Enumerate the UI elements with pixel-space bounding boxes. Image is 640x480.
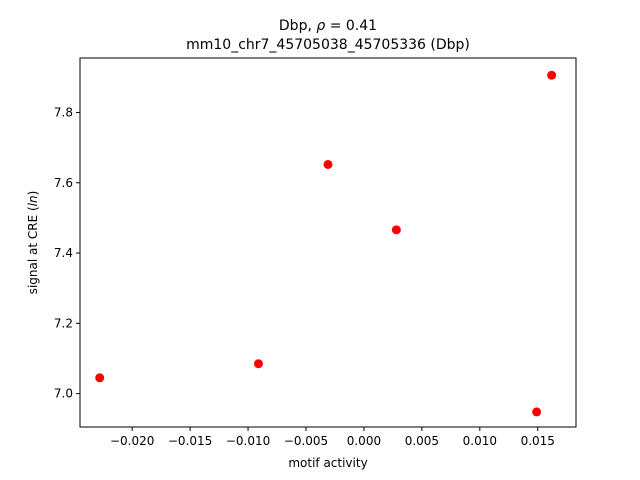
x-axis-ticks: −0.020 −0.015 −0.010 −0.005 0.000 0.005 0.010 0…	[110, 427, 555, 448]
scatter-points	[95, 70, 557, 417]
y-tick-label: 7.2	[54, 316, 73, 330]
data-point	[547, 70, 557, 80]
x-tick-label: 0.000	[347, 434, 381, 448]
data-point	[532, 407, 542, 417]
chart-title-line1: Dbp, ρ = 0.41	[279, 18, 377, 34]
y-tick-label: 7.8	[54, 105, 73, 119]
x-tick-label: −0.015	[168, 434, 212, 448]
y-tick-label: 7.0	[54, 387, 73, 401]
x-tick-label: 0.005	[405, 434, 439, 448]
x-tick-label: −0.005	[284, 434, 328, 448]
y-axis-ticks: 7.0 7.2 7.4 7.6 7.8	[54, 105, 80, 401]
x-tick-label: 0.015	[521, 434, 555, 448]
data-point	[253, 359, 263, 369]
x-tick-label: −0.020	[110, 434, 154, 448]
chart-title-line2: mm10_chr7_45705038_45705336 (Dbp)	[186, 37, 470, 53]
data-point	[95, 373, 105, 383]
plot-area-frame	[79, 57, 577, 428]
x-axis-label: motif activity	[288, 456, 367, 470]
x-tick-label: −0.010	[226, 434, 270, 448]
data-point	[391, 225, 401, 235]
data-point	[323, 159, 333, 169]
y-axis-label: signal at CRE (ln)	[26, 191, 40, 295]
y-tick-label: 7.4	[54, 246, 73, 260]
y-tick-label: 7.6	[54, 176, 73, 190]
x-tick-label: 0.010	[463, 434, 497, 448]
